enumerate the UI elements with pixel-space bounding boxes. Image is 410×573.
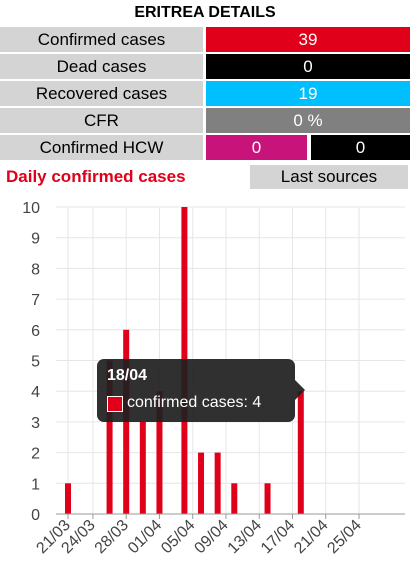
stat-row-recovered: Recovered cases 19 — [0, 81, 410, 106]
tooltip-value: confirmed cases: 4 — [127, 394, 262, 411]
tooltip-date: 18/04 — [107, 367, 148, 384]
page-title: ERITREA DETAILS — [134, 4, 276, 21]
confirmed-cases-label: Confirmed cases — [0, 27, 203, 52]
cfr-value: 0 % — [206, 108, 410, 133]
last-sources-button[interactable]: Last sources — [250, 165, 408, 189]
bar — [231, 483, 238, 514]
confirmed-hcw-value-a: 0 — [206, 135, 307, 160]
y-tick-label: 7 — [31, 292, 40, 309]
y-tick-label: 9 — [31, 231, 40, 248]
stat-row-hcw: Confirmed HCW 0 0 — [0, 135, 410, 160]
y-tick-label: 2 — [31, 446, 40, 463]
dead-cases-label: Dead cases — [0, 54, 203, 79]
y-tick-label: 3 — [31, 415, 40, 432]
bar — [198, 452, 205, 514]
y-tick-label: 8 — [31, 261, 40, 278]
stat-row-confirmed: Confirmed cases 39 — [0, 27, 410, 52]
bar — [264, 483, 271, 514]
recovered-cases-value: 19 — [206, 81, 410, 106]
y-tick-label: 5 — [31, 354, 40, 371]
y-tick-label: 6 — [31, 323, 40, 340]
bar — [297, 391, 304, 514]
stat-row-dead: Dead cases 0 — [0, 54, 410, 79]
y-tick-label: 10 — [22, 200, 40, 217]
x-tick-label: 05/04 — [158, 517, 198, 557]
x-tick-label: 21/04 — [291, 517, 331, 557]
bar — [139, 421, 146, 514]
dead-cases-value: 0 — [206, 54, 410, 79]
daily-chart-title: Daily confirmed cases — [6, 167, 186, 186]
x-tick-label: 13/04 — [225, 517, 265, 557]
bar — [214, 452, 221, 514]
x-tick-label: 09/04 — [191, 517, 231, 557]
x-tick-label: 17/04 — [258, 517, 298, 557]
x-tick-label: 28/03 — [92, 517, 132, 557]
tooltip-series-swatch — [107, 396, 123, 412]
chart-tooltip: 18/04 confirmed cases: 4 — [97, 359, 305, 422]
bar — [65, 483, 71, 514]
x-tick-label: 25/04 — [324, 517, 364, 557]
y-axis-ticks: 0 1 2 3 4 5 6 7 8 9 10 — [22, 200, 40, 524]
confirmed-cases-value: 39 — [206, 27, 410, 52]
stat-row-cfr: CFR 0 % — [0, 108, 410, 133]
cfr-label: CFR — [0, 108, 203, 133]
confirmed-hcw-label: Confirmed HCW — [0, 135, 203, 160]
bar — [106, 360, 113, 514]
x-tick-label: 01/04 — [125, 517, 165, 557]
y-tick-label: 4 — [31, 384, 40, 401]
recovered-cases-label: Recovered cases — [0, 81, 203, 106]
x-axis-ticks: 21/0324/0328/0301/0405/0409/0413/0417/04… — [33, 513, 405, 557]
y-tick-label: 1 — [31, 476, 40, 493]
confirmed-hcw-value-b: 0 — [311, 135, 410, 160]
bar — [156, 391, 163, 514]
y-tick-label: 0 — [31, 507, 40, 524]
